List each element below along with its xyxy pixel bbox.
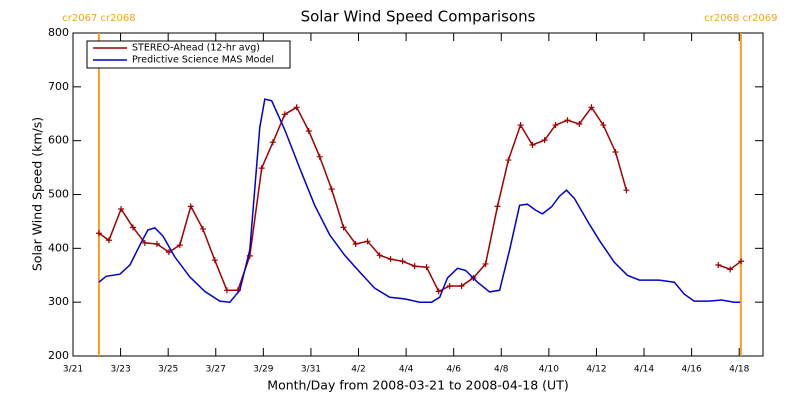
data-point xyxy=(305,127,312,134)
data-point xyxy=(399,258,406,265)
data-point xyxy=(258,165,265,172)
data-point xyxy=(529,141,536,148)
data-point xyxy=(517,122,524,129)
data-point xyxy=(623,187,630,194)
data-point xyxy=(505,157,512,164)
data-point xyxy=(738,258,745,265)
data-point xyxy=(328,186,335,193)
data-point xyxy=(387,256,394,263)
data-point xyxy=(281,111,288,118)
x-tick-label: 4/6 xyxy=(446,365,461,375)
data-point xyxy=(458,283,465,290)
data-point xyxy=(165,249,172,256)
y-tick-label: 500 xyxy=(48,188,69,201)
legend-label: Predictive Science MAS Model xyxy=(132,55,274,66)
x-tick-label: 3/21 xyxy=(63,365,83,375)
data-point xyxy=(364,238,371,245)
data-point xyxy=(176,242,183,249)
x-tick-label: 4/18 xyxy=(729,365,749,375)
x-axis-label: Month/Day from 2008-03-21 to 2008-04-18 … xyxy=(267,378,568,393)
x-tick-label: 4/16 xyxy=(682,365,702,375)
data-point xyxy=(187,203,194,210)
data-point xyxy=(153,241,160,248)
series-line xyxy=(98,105,742,293)
rotation-label: cr2067 cr2068 xyxy=(62,13,135,24)
rotation-label: cr2068 cr2069 xyxy=(704,13,777,24)
y-tick-label: 400 xyxy=(48,241,69,254)
data-point xyxy=(141,239,148,246)
data-point xyxy=(411,263,418,270)
plot-frame xyxy=(72,32,764,357)
data-point xyxy=(446,283,453,290)
x-tick-label: 3/31 xyxy=(301,365,321,375)
y-tick-label: 800 xyxy=(48,26,69,39)
data-point xyxy=(223,287,230,294)
x-tick-label: 4/2 xyxy=(351,365,365,375)
data-point xyxy=(494,203,501,210)
data-point xyxy=(564,117,571,124)
data-point xyxy=(376,252,383,259)
data-point xyxy=(105,237,112,244)
y-axis-label: Solar Wind Speed (km/s) xyxy=(30,117,45,271)
data-point xyxy=(482,260,489,267)
chart-title: Solar Wind Speed Comparisons xyxy=(301,8,536,26)
data-point xyxy=(435,288,442,295)
data-point xyxy=(541,137,548,144)
data-point xyxy=(715,262,722,269)
series-line xyxy=(98,98,741,303)
x-tick-label: 4/4 xyxy=(399,365,414,375)
y-tick-label: 600 xyxy=(48,134,69,147)
x-tick-label: 3/29 xyxy=(253,365,273,375)
data-point xyxy=(95,230,102,237)
data-point xyxy=(352,241,359,248)
data-point xyxy=(199,225,206,232)
data-point xyxy=(588,104,595,111)
data-point xyxy=(727,266,734,273)
data-point xyxy=(600,122,607,129)
y-tick-label: 700 xyxy=(48,80,69,93)
x-tick-label: 4/10 xyxy=(539,365,559,375)
data-point xyxy=(211,257,218,264)
x-tick-label: 3/23 xyxy=(110,365,130,375)
data-point xyxy=(269,139,276,146)
data-point xyxy=(129,224,136,231)
legend-label: STEREO-Ahead (12-hr avg) xyxy=(132,43,260,54)
x-tick-label: 3/25 xyxy=(158,365,178,375)
data-point xyxy=(423,264,430,271)
x-tick-label: 4/8 xyxy=(494,365,509,375)
x-tick-label: 4/14 xyxy=(634,365,654,375)
y-tick-label: 300 xyxy=(48,295,69,308)
data-point xyxy=(316,153,323,160)
data-point xyxy=(552,122,559,129)
data-point xyxy=(612,148,619,155)
x-tick-label: 4/12 xyxy=(586,365,606,375)
y-tick-label: 200 xyxy=(48,349,69,362)
data-point xyxy=(340,224,347,231)
x-tick-label: 3/27 xyxy=(206,365,226,375)
data-point xyxy=(576,120,583,127)
data-point xyxy=(118,206,125,213)
legend-box xyxy=(86,40,291,69)
data-point xyxy=(293,104,300,111)
